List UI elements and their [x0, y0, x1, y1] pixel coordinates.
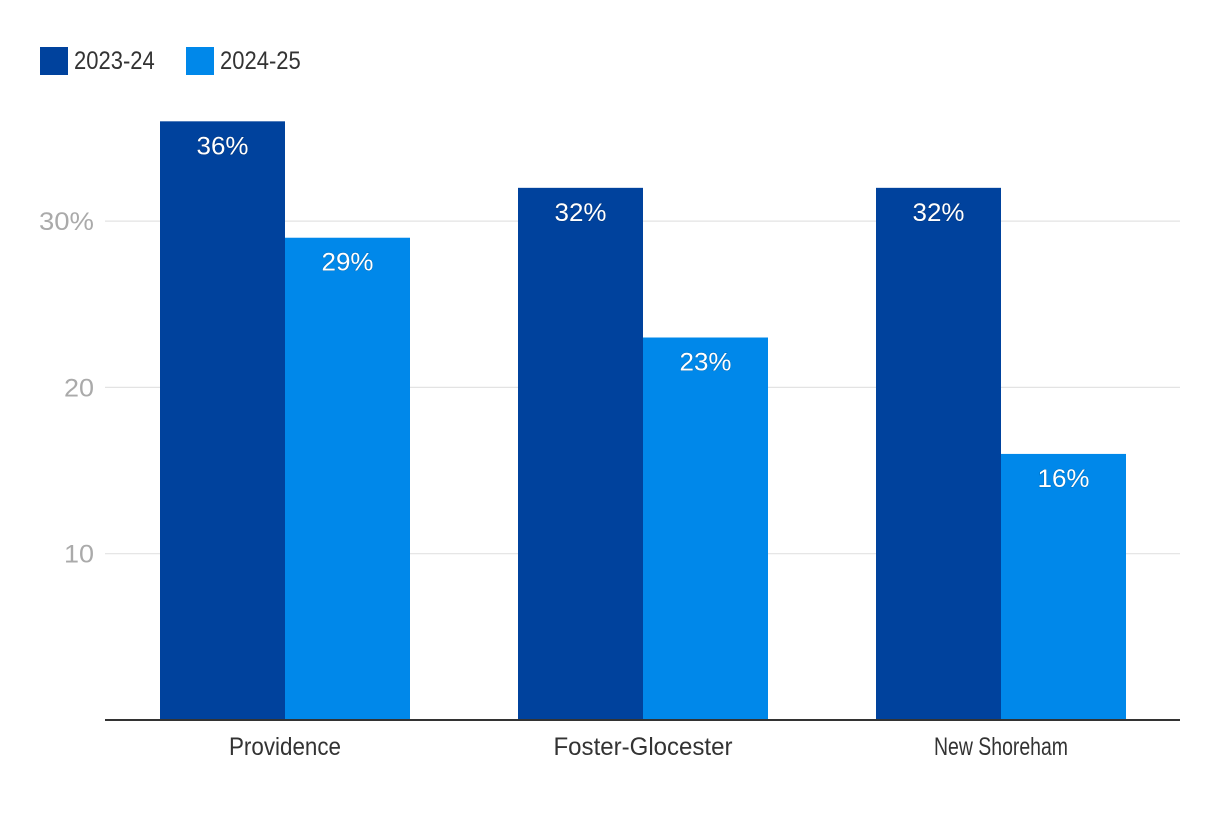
x-category-label: Foster-Glocester: [554, 733, 733, 761]
bar-value-label: 32%: [555, 199, 607, 227]
bar-value-label: 29%: [322, 249, 374, 277]
bar-value-label: 32%: [913, 199, 965, 227]
legend-label-series-2: 2024-25: [219, 46, 301, 75]
bar-providence-2024-25: [285, 237, 410, 721]
bar-value-label: 23%: [680, 349, 732, 377]
bars: [160, 121, 1126, 721]
y-tick-label: 30%: [39, 208, 94, 236]
x-category-label: Providence: [229, 733, 341, 761]
bar-value-label: 16%: [1038, 465, 1090, 493]
bar-providence-2023-24: [160, 121, 285, 720]
labels: 10 20 30% 36% 29% Providence 32% 23% Foster-Gloc…: [39, 132, 1090, 761]
bar-foster-glocester-2023-24: [518, 187, 643, 721]
bar-foster-glocester-2024-25: [643, 337, 768, 720]
legend-item-series-1: 2023-24: [40, 47, 166, 76]
chart-legend: 2023-24 2024-25: [40, 46, 332, 76]
legend-swatch-series-2: [185, 47, 214, 75]
bar-value-label: 36%: [197, 132, 249, 160]
legend-label-series-1: 2023-24: [74, 46, 155, 75]
bar-new-shoreham-2024-25: [1001, 453, 1126, 720]
bar-new-shoreham-2023-24: [876, 187, 1001, 721]
y-tick-label: 20: [64, 374, 94, 402]
y-tick-label: 10: [64, 541, 94, 569]
legend-item-series-2: 2024-25: [185, 46, 312, 76]
legend-swatch-series-1: [40, 47, 68, 75]
x-category-label: New Shoreham: [934, 733, 1068, 761]
